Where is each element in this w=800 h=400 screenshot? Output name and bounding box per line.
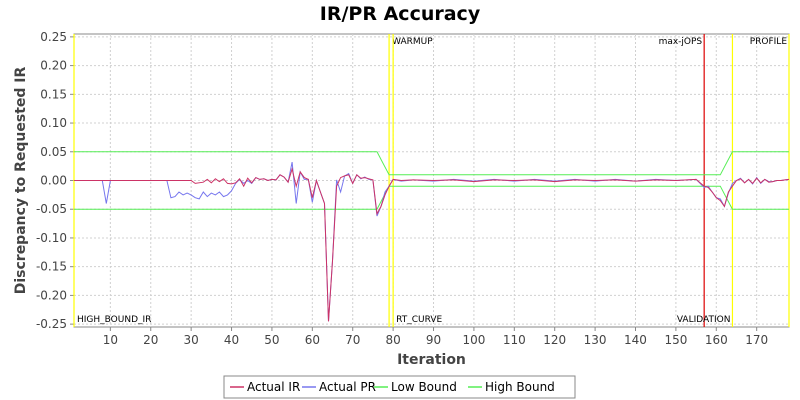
x-tick-label: 30: [184, 333, 199, 347]
x-tick-label: 160: [705, 333, 728, 347]
x-axis-ticks: 10 20 30 40 50 60 70 80 90 100 110 120 130 140 150 160 1…: [103, 327, 768, 347]
grid-lines: [74, 34, 789, 327]
x-tick-label: 110: [503, 333, 526, 347]
x-tick-label: 150: [664, 333, 687, 347]
series-lines: [74, 151, 790, 322]
x-tick-label: 80: [385, 333, 400, 347]
y-axis-ticks: 0.25 0.20 0.15 0.10 0.05 0.00 -0.05 -0.10 -0.15 -…: [36, 30, 74, 331]
x-tick-label: 100: [462, 333, 485, 347]
x-tick-label: 70: [345, 333, 360, 347]
x-tick-label: 140: [624, 333, 647, 347]
marker-label: RT_CURVE: [396, 315, 442, 325]
chart-title: IR/PR Accuracy: [320, 3, 481, 25]
x-tick-label: 90: [426, 333, 441, 347]
marker-label: WARMUP: [392, 37, 433, 47]
x-tick-label: 170: [745, 333, 768, 347]
marker-label: PROFILE: [750, 37, 788, 47]
series-line-actual-ir: [74, 167, 790, 322]
legend-box: [223, 375, 576, 399]
legend-label: Actual PR: [319, 380, 376, 394]
y-tick-label: 0.05: [40, 145, 67, 159]
marker-label: HIGH_BOUND_IR: [77, 315, 151, 325]
x-tick-label: 120: [543, 333, 566, 347]
x-tick-label: 130: [584, 333, 607, 347]
x-axis-label: Iteration: [397, 352, 466, 368]
y-tick-label: -0.10: [36, 231, 67, 245]
series-line-low-bound: [74, 185, 789, 210]
y-tick-label: 0.10: [40, 116, 67, 130]
series-line-high-bound: [74, 151, 789, 176]
x-tick-label: 50: [264, 333, 279, 347]
y-tick-label: -0.20: [36, 288, 67, 302]
marker-label: max-jOPS: [659, 37, 703, 47]
marker-lines: HIGH_BOUND_IR WARMUP RT_CURVE max-jOPS VALID…: [73, 34, 790, 327]
y-tick-label: 0.20: [40, 59, 67, 73]
y-tick-label: -0.15: [36, 260, 67, 274]
marker-label: VALIDATION: [677, 315, 731, 325]
y-axis-label: Discrepancy to Requested IR: [13, 67, 29, 295]
legend: Actual IR Actual PR Low Bound High Bound: [223, 375, 576, 399]
x-tick-label: 60: [305, 333, 320, 347]
legend-label: Actual IR: [247, 380, 300, 394]
x-tick-label: 10: [103, 333, 118, 347]
y-tick-label: -0.05: [36, 202, 67, 216]
y-tick-label: 0.00: [40, 174, 67, 188]
x-tick-label: 20: [143, 333, 158, 347]
y-tick-label: -0.25: [36, 317, 67, 331]
x-tick-label: 40: [224, 333, 239, 347]
legend-label: Low Bound: [391, 380, 457, 394]
y-tick-label: 0.25: [40, 30, 67, 44]
y-tick-label: 0.15: [40, 87, 67, 101]
legend-label: High Bound: [485, 380, 555, 394]
